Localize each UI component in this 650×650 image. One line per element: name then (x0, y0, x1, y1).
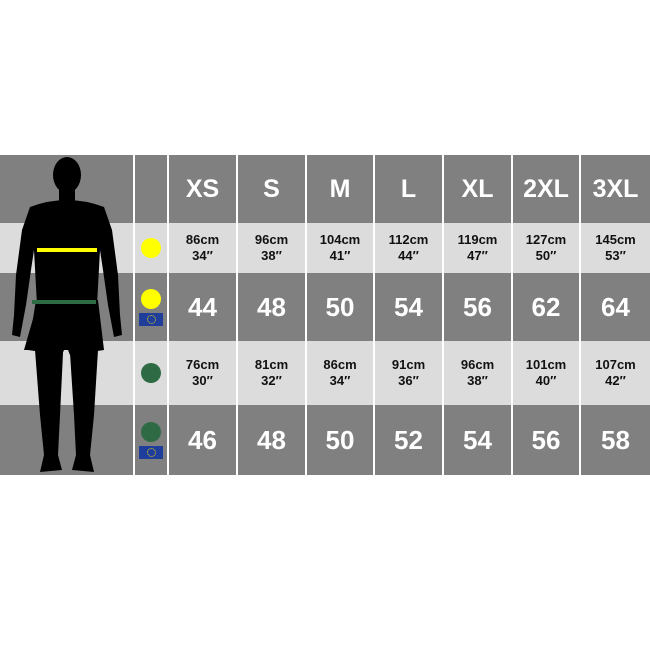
eu-flag-icon (139, 312, 163, 326)
cm-value: 112cm (388, 232, 429, 247)
inch-value: 32″ (261, 373, 282, 388)
row-icon-cell (135, 273, 167, 341)
waist-eu-row (0, 405, 650, 475)
size-value-cell: 127cm 50″ (513, 223, 579, 273)
size-value-cell: 54 (463, 424, 492, 455)
cm-value: 86cm (323, 357, 357, 372)
size-value-cell: 56 (463, 291, 492, 322)
body-silhouette (12, 157, 122, 472)
waist-measure-line (32, 300, 96, 304)
size-value-cell: 86cm 34″ (307, 341, 373, 405)
inch-value: 41″ (329, 248, 351, 263)
inch-value: 42″ (605, 373, 626, 388)
size-value-cell: 81cm 32″ (238, 341, 305, 405)
inch-value: 36″ (398, 373, 419, 388)
size-value-cell: 107cm 42″ (581, 341, 650, 405)
size-header-xs: XS (185, 174, 220, 203)
header-row (0, 155, 650, 223)
size-value-cell: 91cm 36″ (375, 341, 442, 405)
size-header-3xl: 3XL (592, 174, 639, 203)
size-value-cell: 48 (257, 424, 286, 455)
size-value-cell: 50 (325, 291, 355, 322)
size-value-cell: 145cm 53″ (581, 223, 650, 273)
row-icon-cell (135, 405, 167, 475)
row-icon-cell (135, 341, 167, 405)
waist-cm-row (0, 341, 650, 405)
size-value-cell: 104cm 41″ (307, 223, 373, 273)
size-value-cell: 56 (531, 424, 561, 455)
inch-value: 34″ (329, 373, 351, 388)
cm-value: 96cm (254, 232, 289, 247)
size-value-cell: 48 (257, 291, 286, 322)
size-header-2xl: 2XL (523, 174, 569, 203)
inch-value: 47″ (467, 248, 488, 263)
size-value-cell: 50 (325, 424, 355, 455)
cm-value: 119cm (457, 232, 498, 247)
inch-value: 44″ (398, 248, 419, 263)
size-header-xl: XL (461, 174, 494, 203)
size-value-cell: 44 (188, 291, 217, 322)
size-value-cell: 52 (394, 424, 423, 455)
waist-circle-icon (141, 363, 161, 383)
size-value-cell: 54 (394, 291, 423, 322)
size-value-cell: 101cm 40″ (513, 341, 579, 405)
chest-circle-icon (141, 238, 161, 258)
cm-value: 104cm (319, 232, 361, 247)
inch-value: 53″ (605, 248, 626, 263)
cm-value: 145cm (595, 232, 636, 247)
chest-circle-icon (141, 288, 161, 309)
eu-flag-icon (139, 445, 163, 459)
cm-value: 96cm (460, 357, 495, 372)
inch-value: 38″ (467, 373, 488, 388)
size-value-cell: 96cm 38″ (238, 223, 305, 273)
cm-value: 107cm (595, 357, 636, 372)
size-value-cell: 46 (188, 424, 217, 455)
inch-value: 50″ (535, 248, 557, 263)
row-icon-cell (135, 223, 167, 273)
size-value-cell: 62 (531, 291, 561, 322)
inch-value: 34″ (192, 248, 213, 263)
chest-measure-line (37, 248, 97, 252)
size-value-cell: 76cm 30″ (169, 341, 236, 405)
size-value-cell: 58 (601, 424, 630, 455)
size-value-cell: 64 (601, 291, 630, 322)
size-value-cell: 112cm 44″ (375, 223, 442, 273)
size-header-l: L (400, 174, 417, 203)
cm-value: 91cm (391, 357, 426, 372)
cm-value: 127cm (525, 232, 567, 247)
waist-circle-icon (141, 421, 161, 442)
size-value-cell: 96cm 38″ (444, 341, 511, 405)
size-header-m: M (329, 174, 351, 203)
cm-value: 101cm (525, 357, 567, 372)
inch-value: 40″ (535, 373, 557, 388)
size-value-cell: 119cm 47″ (444, 223, 511, 273)
inch-value: 30″ (192, 373, 213, 388)
size-header-s: S (263, 174, 280, 203)
cm-value: 86cm (185, 232, 220, 247)
cm-value: 81cm (254, 357, 289, 372)
cm-value: 76cm (185, 357, 220, 372)
inch-value: 38″ (261, 248, 282, 263)
size-value-cell: 86cm 34″ (169, 223, 236, 273)
